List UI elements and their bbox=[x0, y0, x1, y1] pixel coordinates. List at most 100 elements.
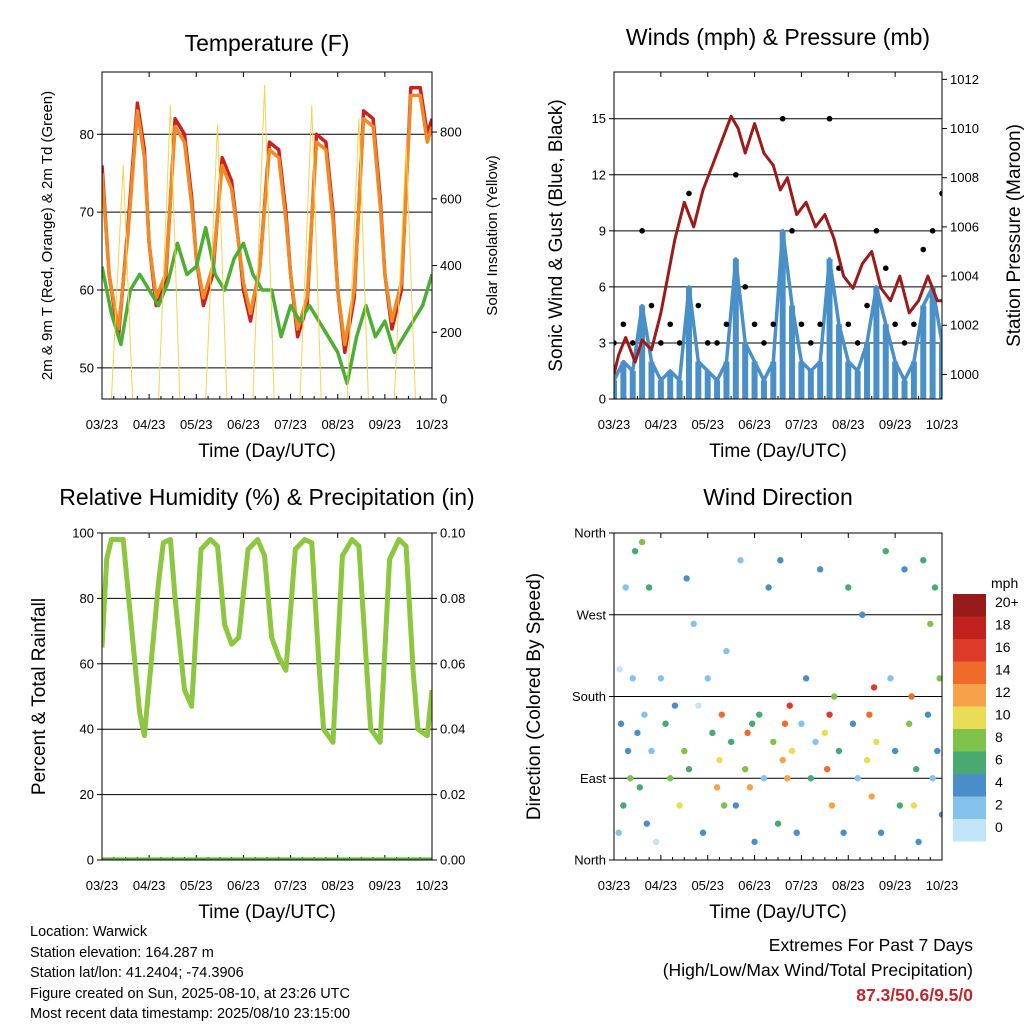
legend-label: 10 bbox=[995, 707, 1011, 723]
legend-swatch bbox=[953, 706, 986, 729]
direction-point bbox=[915, 838, 922, 846]
plot-area bbox=[615, 538, 942, 846]
temperature-panel: Temperature (F)50607080020040060080003/2… bbox=[39, 30, 501, 462]
direction-point bbox=[629, 675, 636, 682]
gust-point bbox=[751, 321, 758, 328]
x-tick-label: 08/23 bbox=[321, 878, 354, 893]
direction-point bbox=[906, 720, 913, 727]
direction-point bbox=[891, 747, 899, 755]
y-tick-label: 12 bbox=[592, 167, 606, 182]
gust-point bbox=[845, 321, 852, 328]
chart-title: Relative Humidity (%) & Precipitation (i… bbox=[59, 484, 474, 510]
legend-label: 4 bbox=[995, 774, 1003, 790]
gust-point bbox=[658, 340, 664, 346]
legend-label: 8 bbox=[995, 729, 1003, 745]
x-axis-label: Time (Day/UTC) bbox=[709, 441, 847, 462]
y2-tick-label: 1000 bbox=[950, 367, 979, 382]
direction-point bbox=[924, 711, 932, 718]
gust-point bbox=[770, 321, 777, 328]
y-tick-label: 100 bbox=[72, 526, 94, 541]
y-tick-label: 3 bbox=[599, 335, 606, 350]
direction-point bbox=[896, 802, 904, 809]
x-tick-label: 06/23 bbox=[738, 878, 771, 893]
direction-point bbox=[877, 829, 885, 836]
x-tick-label: 08/23 bbox=[832, 878, 865, 893]
gust-point bbox=[676, 340, 683, 346]
direction-point bbox=[727, 738, 735, 746]
direction-point bbox=[807, 775, 814, 782]
direction-point bbox=[615, 829, 622, 836]
y-tick-label: 9 bbox=[599, 223, 606, 238]
x-tick-label: 03/23 bbox=[86, 417, 119, 432]
direction-point bbox=[616, 666, 623, 673]
y2-tick-label: 0.02 bbox=[440, 787, 465, 802]
legend-label: 0 bbox=[995, 819, 1003, 835]
x-tick-label: 05/23 bbox=[691, 417, 724, 432]
direction-point bbox=[779, 756, 786, 764]
direction-point bbox=[709, 729, 716, 737]
gust-point bbox=[620, 321, 627, 328]
x-axis-label: Time (Day/UTC) bbox=[198, 441, 336, 462]
x-tick-label: 04/23 bbox=[133, 878, 166, 893]
direction-point bbox=[648, 747, 655, 755]
extremes-values: 87.3/50.6/9.5/0 bbox=[856, 985, 973, 1005]
y2-tick-label: 0.06 bbox=[440, 656, 465, 671]
direction-point bbox=[713, 784, 721, 791]
direction-point bbox=[824, 765, 831, 773]
y2-tick-label: 0.00 bbox=[440, 853, 465, 868]
y2-axis-label: Solar Insolation (Yellow) bbox=[484, 155, 501, 315]
x-tick-label: 09/23 bbox=[369, 417, 402, 432]
direction-point bbox=[910, 802, 918, 809]
direction-point bbox=[641, 711, 648, 718]
y-tick-label: 80 bbox=[80, 591, 94, 606]
direction-point bbox=[835, 747, 843, 755]
plot-frame bbox=[613, 532, 943, 861]
direction-point bbox=[716, 756, 723, 764]
direction-point bbox=[786, 702, 793, 709]
direction-point bbox=[854, 775, 861, 782]
y-tick-label: 0 bbox=[87, 853, 94, 868]
x-tick-label: 05/23 bbox=[180, 878, 213, 893]
direction-point bbox=[704, 675, 711, 682]
direction-point bbox=[723, 647, 730, 655]
station-location: Location: Warwick bbox=[30, 924, 148, 940]
y-tick-label: 15 bbox=[592, 111, 606, 126]
x-tick-label: 05/23 bbox=[691, 878, 724, 893]
y-tick-label: 60 bbox=[80, 656, 94, 671]
gust-point bbox=[920, 246, 927, 253]
direction-point bbox=[913, 765, 920, 773]
legend-title: mph bbox=[991, 575, 1018, 591]
direction-point bbox=[622, 584, 629, 591]
gust-point bbox=[817, 321, 823, 328]
gust-point bbox=[667, 321, 674, 328]
direction-point bbox=[927, 620, 934, 628]
direction-point bbox=[873, 738, 880, 746]
x-tick-label: 07/23 bbox=[274, 878, 307, 893]
gust-point bbox=[648, 302, 655, 309]
direction-point bbox=[868, 793, 875, 800]
direction-point bbox=[840, 829, 847, 836]
direction-point bbox=[788, 747, 796, 755]
x-tick-label: 07/23 bbox=[274, 417, 307, 432]
legend-swatch bbox=[953, 639, 986, 662]
direction-point bbox=[798, 720, 805, 727]
y-tick-label: 60 bbox=[80, 283, 94, 298]
y2-tick-label: 1012 bbox=[950, 72, 979, 87]
gust-point bbox=[714, 340, 720, 346]
x-tick-label: 07/23 bbox=[785, 878, 818, 893]
plot-frame bbox=[101, 532, 433, 861]
x-tick-label: 10/23 bbox=[926, 878, 959, 893]
y-axis-label: 2m & 9m T (Red, Orange) & 2m Td (Green) bbox=[39, 91, 56, 380]
direction-point bbox=[908, 693, 915, 700]
direction-point bbox=[816, 566, 824, 573]
extremes-legend: (High/Low/Max Wind/Total Precipitation) bbox=[662, 960, 973, 980]
direction-point bbox=[859, 611, 866, 618]
y2-tick-label: 0.04 bbox=[440, 722, 465, 737]
x-axis-label: Time (Day/UTC) bbox=[198, 902, 336, 923]
direction-point bbox=[685, 765, 693, 773]
direction-point bbox=[760, 775, 768, 782]
direction-point bbox=[863, 756, 871, 764]
direction-point bbox=[652, 838, 660, 846]
direction-point bbox=[765, 584, 772, 591]
